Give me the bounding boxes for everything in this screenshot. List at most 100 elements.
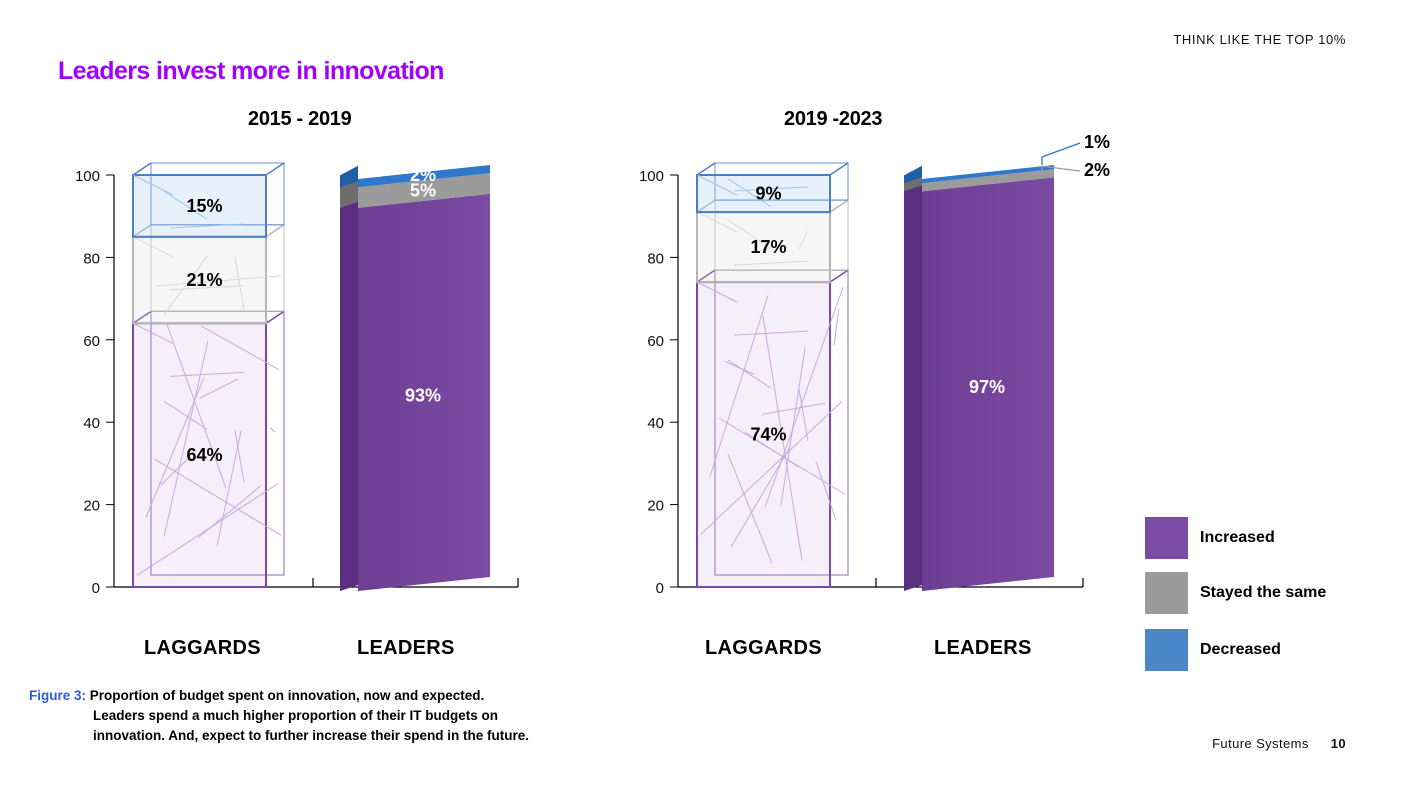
wireframe-mesh-line: [132, 236, 174, 258]
wireframe-mesh-line: [833, 308, 840, 346]
wireframe-mesh-line: [724, 360, 755, 375]
data-label-decreased: 9%: [755, 184, 781, 204]
bar-edge: [132, 162, 152, 176]
bar-edge: [696, 199, 716, 213]
data-label-stayed-the-same: 21%: [186, 270, 222, 290]
y-tick-label: 100: [639, 168, 664, 185]
bar-segment-back-decreased: [714, 162, 849, 201]
bar-segment-decreased: [358, 165, 490, 188]
wireframe-mesh-line: [762, 316, 803, 561]
wireframe-mesh-line: [169, 223, 245, 229]
wireframe-mesh-line: [700, 400, 843, 535]
wireframe-mesh-line: [197, 485, 262, 539]
bar-segment-back-decreased: [150, 162, 285, 226]
page-title: Leaders invest more in innovation: [58, 57, 444, 85]
y-tick-label: 80: [647, 250, 664, 267]
bar-segment-increased: [358, 193, 490, 591]
wireframe-mesh-line: [744, 431, 800, 468]
bar-side-increased: [340, 194, 358, 591]
legend-item-increased: Increased: [1145, 517, 1403, 561]
data-label-decreased: 2%: [410, 165, 436, 185]
legend-label: Decreased: [1200, 641, 1281, 658]
y-tick-label: 20: [83, 498, 100, 515]
bar-edge: [829, 162, 849, 176]
wireframe-mesh-line: [696, 211, 738, 233]
legend-label: Increased: [1200, 529, 1275, 546]
legend-swatch-increased: [1145, 517, 1188, 559]
bar-side-decreased: [904, 165, 922, 184]
legend-item-stayed-same: Stayed the same: [1145, 572, 1403, 616]
data-label-increased: 93%: [405, 385, 441, 405]
wireframe-mesh-line: [764, 287, 844, 508]
data-label-stayed-the-same: 17%: [750, 237, 786, 257]
callout-line: [1041, 165, 1081, 175]
bar-segment-increased: [696, 281, 831, 588]
wireframe-mesh-line: [727, 178, 772, 208]
bar-edge: [696, 162, 716, 176]
wireframe-mesh-line: [269, 427, 276, 433]
wireframe-mesh-line: [200, 325, 280, 371]
wireframe-mesh-line: [709, 295, 769, 477]
wireframe-mesh-line: [132, 174, 174, 196]
bar-edge: [696, 269, 716, 283]
bar-side-increased: [904, 178, 922, 591]
legend-swatch-stayed-same: [1145, 572, 1188, 614]
y-tick-label: 0: [656, 580, 664, 597]
data-label-increased: 74%: [750, 425, 786, 445]
wireframe-mesh-line: [166, 324, 227, 489]
bar-edge: [265, 310, 285, 324]
wireframe-mesh-line: [727, 219, 772, 249]
wireframe-mesh-line: [216, 430, 242, 547]
y-tick-label: 80: [83, 250, 100, 267]
wireframe-mesh-line: [798, 230, 809, 250]
bar-segment-decreased: [922, 165, 1054, 184]
figure-label: Figure 3:: [29, 688, 87, 703]
bar-segment-decreased: [696, 174, 831, 214]
wireframe-mesh-line: [198, 378, 239, 400]
wireframe-mesh-line: [154, 275, 282, 287]
wireframe-mesh-line: [163, 340, 209, 537]
y-tick-label: 40: [647, 415, 664, 432]
data-label-increased: 97%: [969, 377, 1005, 397]
data-label-increased: 64%: [186, 445, 222, 465]
data-label-stayed-the-same: 2%: [1084, 160, 1110, 180]
data-label-stayed-the-same: 5%: [410, 181, 436, 201]
wireframe-mesh-line: [761, 402, 826, 415]
data-label-decreased: 15%: [186, 196, 222, 216]
chart-2-category-leaders: LEADERS: [934, 637, 1032, 659]
y-tick-label: 60: [647, 333, 664, 350]
legend-swatch-decreased: [1145, 629, 1188, 671]
caption-line-3: innovation. And, expect to further incre…: [93, 728, 530, 743]
wireframe-mesh-line: [163, 255, 208, 316]
wireframe-mesh-line: [696, 174, 738, 196]
chart-1-category-leaders: LEADERS: [357, 637, 455, 659]
bar-segment-increased: [132, 322, 267, 588]
wireframe-mesh-line: [733, 260, 809, 266]
wireframe-mesh-line: [696, 281, 738, 303]
wireframe-mesh-line: [163, 400, 208, 430]
legend-item-decreased: Decreased: [1145, 629, 1403, 673]
page-number: 10: [1330, 736, 1346, 751]
wireframe-mesh-line: [815, 461, 837, 521]
wireframe-mesh-line: [733, 330, 809, 336]
figure-caption: Figure 3: Proportion of budget spent on …: [29, 686, 649, 746]
wireframe-mesh-line: [163, 190, 208, 220]
wireframe-mesh-line: [234, 257, 245, 310]
bar-edge: [829, 269, 849, 283]
wireframe-mesh-line: [234, 430, 245, 483]
chart-1-title: 2015 - 2019: [248, 108, 352, 130]
chart-2-title: 2019 -2023: [784, 108, 883, 130]
wireframe-mesh-line: [798, 389, 809, 442]
data-label-decreased: 1%: [1084, 132, 1110, 152]
wireframe-mesh-line: [132, 322, 174, 344]
header-tag: THINK LIKE THE TOP 10%: [1173, 32, 1346, 47]
bar-edge: [132, 310, 152, 324]
footer-section: Future Systems: [1212, 736, 1309, 751]
y-tick-label: 100: [75, 168, 100, 185]
bar-segment-stayed-the-same: [358, 173, 490, 208]
caption-line-1: Proportion of budget spent on innovation…: [89, 688, 485, 703]
bar-edge: [829, 199, 849, 213]
chart-2-category-laggards: LAGGARDS: [705, 637, 822, 659]
y-tick-label: 40: [83, 415, 100, 432]
